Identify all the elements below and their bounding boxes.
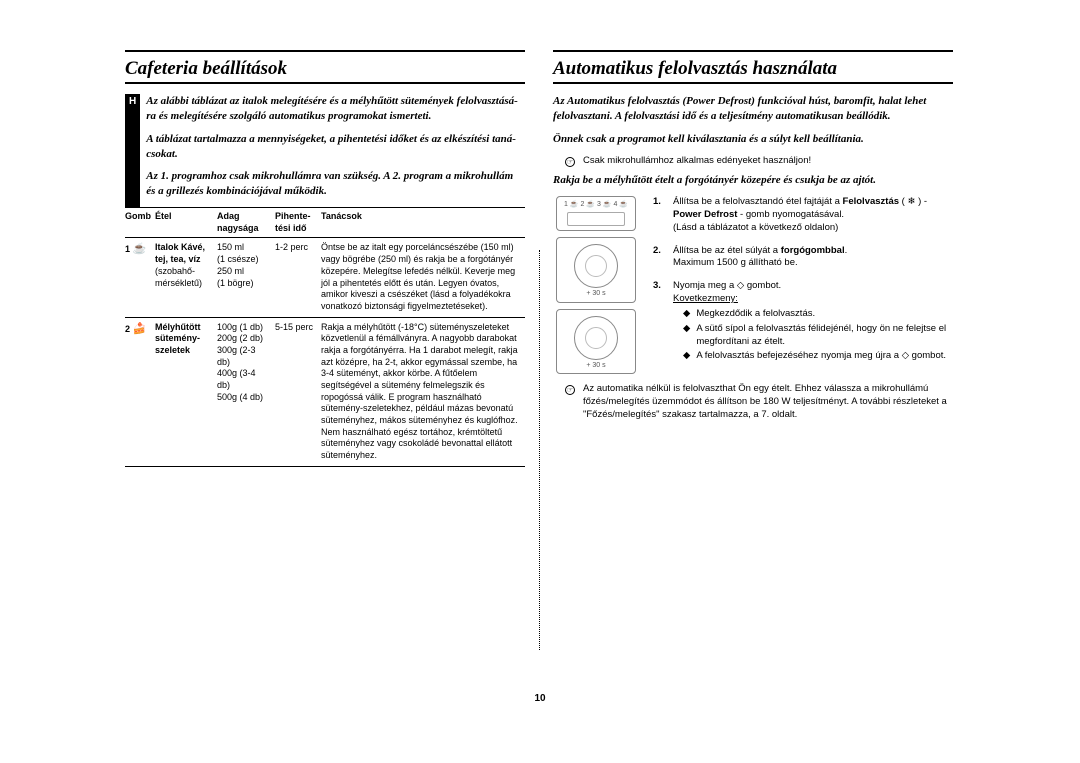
right-column: Automatikus felolvasztás használata Az A…: [553, 50, 953, 710]
bullet-text: Megkezdődik a felolvasztás.: [696, 308, 815, 321]
th-etel: Étel: [155, 208, 217, 238]
right-intro-2: Önnek csak a programot kell kiválasztani…: [553, 132, 953, 147]
step-text: gombot.: [744, 280, 781, 291]
row-num: 1: [125, 244, 130, 254]
row-pihen: 1-2 perc: [275, 238, 321, 317]
th-gomb: Gomb: [125, 208, 155, 238]
page-number: 10: [534, 693, 545, 704]
left-column: Cafeteria beállítások H Az alábbi tábláz…: [125, 50, 525, 710]
step-bold: Felolvasztás: [843, 196, 900, 207]
left-intro-2: A táblázat tartalmazza a mennyiségeket, …: [146, 132, 525, 162]
step-num: 1.: [653, 196, 665, 234]
row-pihen: 5-15 perc: [275, 317, 321, 466]
step-2: 2. Állítsa be az étel súlyát a forgógomb…: [653, 245, 953, 271]
note-2: ☞ Az automatika nélkül is felolvaszthat …: [553, 383, 953, 421]
step-text: ( ❄ ) -: [899, 196, 927, 207]
row-etel-bold: Mélyhűtött sütemény-szeletek: [155, 322, 201, 355]
left-title: Cafeteria beállítások: [125, 54, 525, 84]
row-tanacs: Öntse be az italt egy porceláncsészébe (…: [321, 238, 525, 317]
bullet-icon: ◆: [683, 323, 690, 349]
left-intro-1: Az alábbi táblázat az italok melegítésér…: [146, 94, 525, 124]
language-badge: H: [125, 94, 140, 207]
row-num: 2: [125, 324, 130, 334]
illus-label: 1 ☕ 2 ☕ 3 ☕ 4 ☕: [559, 201, 633, 209]
bullet-list: ◆Megkezdődik a felolvasztás. ◆A sütő síp…: [683, 308, 953, 363]
illus-label: + 30 s: [559, 362, 633, 370]
right-intro-1: Az Automatikus felolvasztás (Power Defro…: [553, 94, 953, 124]
cafeteria-table: Gomb Étel Adag nagysága Pihente-tési idő…: [125, 207, 525, 467]
note-1: ☞ Csak mikrohullámhoz alkalmas edényeket…: [553, 155, 953, 168]
cup-icon: ☕: [133, 243, 147, 255]
step-num: 2.: [653, 245, 665, 271]
illus-dial: + 30 s: [556, 237, 636, 303]
row-adag: 150 ml (1 csésze) 250 ml (1 bögre): [217, 238, 275, 317]
manual-page: Cafeteria beállítások H Az alábbi tábláz…: [125, 50, 955, 710]
step-text: - gomb nyomogatásával.: [737, 209, 844, 220]
step-text: Nyomja meg a: [673, 280, 737, 291]
bullet-icon: ◆: [683, 350, 690, 363]
step-3: 3. Nyomja meg a ◇ gombot. Kovetkezmeny: …: [653, 280, 953, 365]
info-icon: ☞: [565, 385, 575, 395]
cake-icon: 🍰: [133, 323, 147, 335]
bullet-text: A felolvasztás befejezéséhez nyomja meg …: [696, 350, 946, 363]
illus-label: + 30 s: [559, 290, 633, 298]
bullet-text: A sütő sípol a felolvasztás félidejénél,…: [696, 323, 953, 349]
step-text: Állítsa be a felolvasztandó étel fajtájá…: [673, 196, 843, 207]
left-intro-3: Az 1. programhoz csak mikrohullámra van …: [146, 169, 525, 199]
right-title: Automatikus felolvasztás használata: [553, 54, 953, 84]
note-2-text: Az automatika nélkül is felolvaszthat Ön…: [583, 383, 953, 421]
steps-list: 1. Állítsa be a felolvasztandó étel fajt…: [653, 196, 953, 375]
step-bold: forgógombbal: [781, 245, 845, 256]
row-adag: 100g (1 db) 200g (2 db) 300g (2-3 db) 40…: [217, 317, 275, 466]
step-text: .: [845, 245, 848, 256]
step-bold: Power Defrost: [673, 209, 737, 220]
step-tail: (Lásd a táblázatot a következő oldalon): [673, 222, 838, 233]
row-etel-bold: Italok Kávé, tej, tea, víz: [155, 242, 205, 264]
th-pihen: Pihente-tési idő: [275, 208, 321, 238]
note-1-text: Csak mikrohullámhoz alkalmas edényeket h…: [583, 155, 953, 168]
column-divider: [539, 250, 540, 650]
illustrations: 1 ☕ 2 ☕ 3 ☕ 4 ☕ + 30 s + 30 s: [553, 196, 639, 375]
bullet-icon: ◆: [683, 308, 690, 321]
illus-dial: + 30 s: [556, 309, 636, 375]
step-tail: Maximum 1500 g állítható be.: [673, 257, 798, 268]
table-row: 1 ☕ Italok Kávé, tej, tea, víz(szobahő-m…: [125, 238, 525, 317]
row-etel-plain: (szobahő-mérsékletű): [155, 266, 202, 288]
table-row: 2 🍰 Mélyhűtött sütemény-szeletek 100g (1…: [125, 317, 525, 466]
step-1: 1. Állítsa be a felolvasztandó étel fajt…: [653, 196, 953, 234]
step-text: Állítsa be az étel súlyát a: [673, 245, 781, 256]
consequence-label: Kovetkezmeny:: [673, 293, 738, 304]
th-adag: Adag nagysága: [217, 208, 275, 238]
step-num: 3.: [653, 280, 665, 365]
row-tanacs: Rakja a mélyhűtött (-18°C) süteményszele…: [321, 317, 525, 466]
illus-panel: 1 ☕ 2 ☕ 3 ☕ 4 ☕: [556, 196, 636, 231]
th-tanacs: Tanácsok: [321, 208, 525, 238]
info-icon: ☞: [565, 157, 575, 167]
right-intro-3: Rakja be a mélyhűtött ételt a forgótányé…: [553, 173, 953, 188]
